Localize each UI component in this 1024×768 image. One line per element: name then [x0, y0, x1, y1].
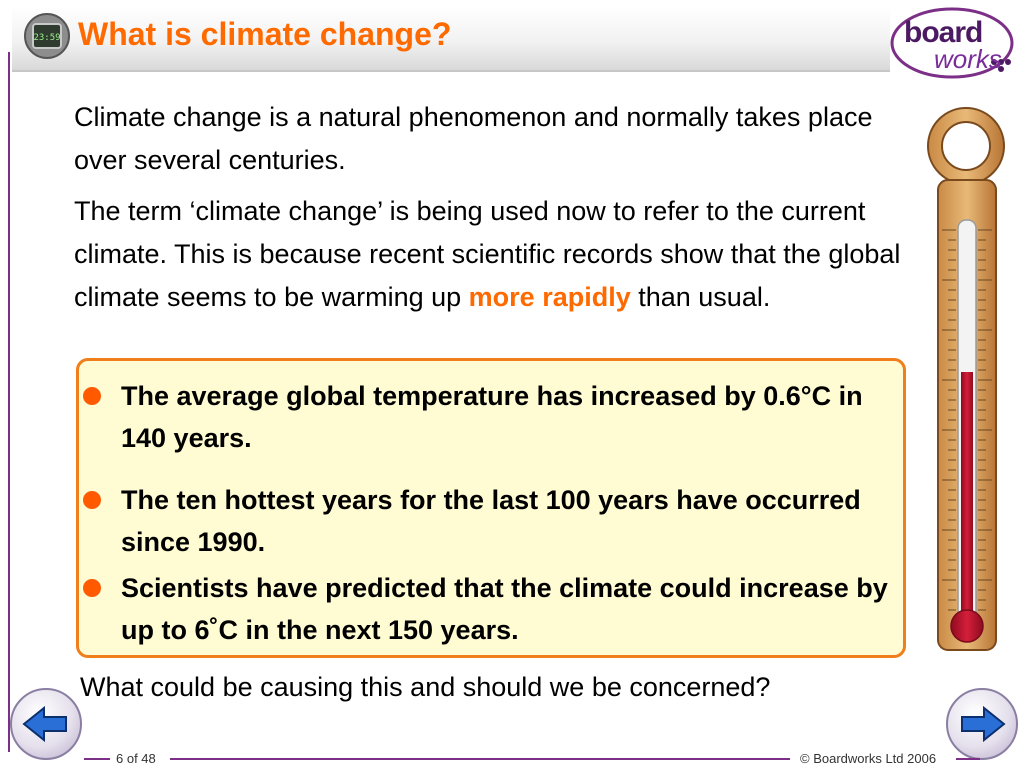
- footer-rule: [84, 758, 110, 760]
- footer-rule: [956, 758, 980, 760]
- left-rule: [8, 52, 10, 752]
- logo-text-board: board: [904, 16, 983, 49]
- page-number: 6 of 48: [116, 751, 156, 766]
- thermometer-icon: [920, 100, 1020, 660]
- discussion-question: What could be causing this and should we…: [80, 672, 771, 702]
- definition-text: The term ‘climate change’ is being used …: [74, 196, 901, 312]
- slide-header: 23:59 What is climate change? board work…: [0, 0, 1024, 80]
- bullet-dot-icon: [83, 387, 101, 405]
- clock-icon: 23:59: [24, 13, 70, 59]
- logo-text-works: works: [934, 44, 1002, 74]
- definition-paragraph: The term ‘climate change’ is being used …: [74, 190, 914, 319]
- intro-paragraph: Climate change is a natural phenomenon a…: [74, 102, 873, 175]
- copyright-notice: © Boardworks Ltd 2006: [800, 751, 937, 766]
- facts-box: The average global temperature has incre…: [76, 358, 906, 658]
- header-bar: [12, 6, 890, 72]
- definition-end: than usual.: [630, 282, 771, 312]
- fact-text: Scientists have predicted that the clima…: [121, 573, 888, 645]
- clock-readout: 23:59: [33, 33, 60, 43]
- next-slide-button[interactable]: [946, 688, 1018, 760]
- previous-slide-button[interactable]: [10, 688, 82, 760]
- bullet-dot-icon: [83, 579, 101, 597]
- highlight-more-rapidly: more rapidly: [468, 282, 631, 312]
- arrow-left-icon: [22, 705, 67, 743]
- arrow-right-icon: [961, 705, 1006, 743]
- footer-rule: [170, 758, 790, 760]
- fact-text: The average global temperature has incre…: [121, 381, 863, 453]
- slide-title: What is climate change?: [78, 16, 452, 52]
- bullet-dot-icon: [83, 491, 101, 509]
- boardworks-logo: board works: [890, 6, 1016, 80]
- fact-text: The ten hottest years for the last 100 y…: [121, 485, 861, 557]
